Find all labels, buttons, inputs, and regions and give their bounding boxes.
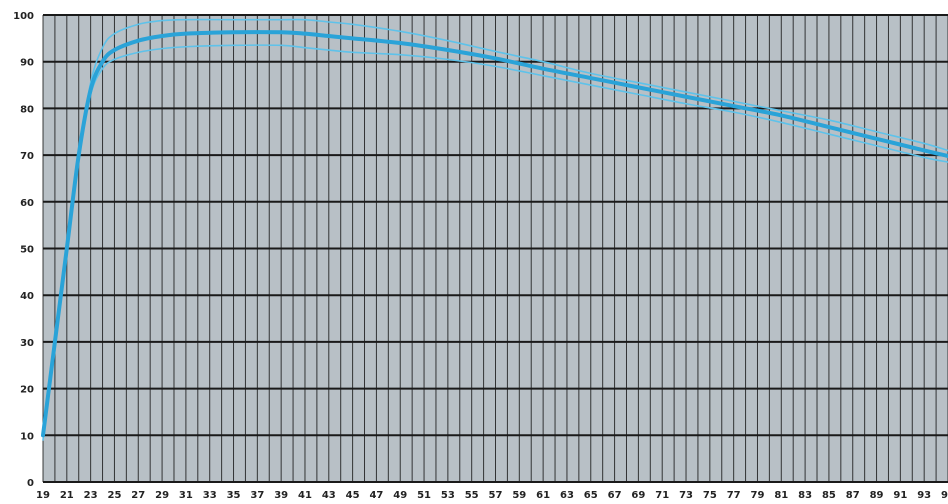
y-tick-label: 30: [20, 338, 34, 349]
x-tick-label: 45: [346, 490, 360, 501]
x-tick-label: 21: [60, 490, 74, 501]
y-tick-label: 10: [20, 431, 34, 442]
x-tick-label: 43: [322, 490, 336, 501]
x-tick-label: 39: [274, 490, 288, 501]
x-tick-label: 87: [846, 490, 860, 501]
x-tick-label: 91: [893, 490, 907, 501]
x-tick-label: 75: [703, 490, 717, 501]
x-tick-label: 47: [369, 490, 383, 501]
y-tick-label: 100: [13, 11, 34, 22]
x-tick-label: 61: [536, 490, 550, 501]
x-tick-label: 35: [227, 490, 241, 501]
x-tick-label: 53: [441, 490, 455, 501]
y-tick-label: 80: [20, 104, 34, 115]
y-tick-label: 50: [20, 245, 34, 256]
y-tick-label: 20: [20, 385, 34, 396]
x-tick-label: 77: [727, 490, 741, 501]
x-tick-label: 67: [608, 490, 622, 501]
x-tick-label: 83: [798, 490, 812, 501]
x-tick-label: 25: [107, 490, 121, 501]
x-tick-label: 57: [489, 490, 503, 501]
y-axis-tick-labels: 0 10 20 30 40 50 60 70 80 90 100: [13, 11, 34, 489]
x-tick-label: 27: [131, 490, 145, 501]
x-tick-label: 93: [917, 490, 931, 501]
x-tick-label: 23: [84, 490, 98, 501]
x-tick-label: 65: [584, 490, 598, 501]
y-tick-label: 90: [20, 58, 34, 69]
x-tick-label: 37: [250, 490, 264, 501]
x-tick-label: 81: [774, 490, 788, 501]
y-tick-label: 40: [20, 291, 34, 302]
x-tick-label: 31: [179, 490, 193, 501]
y-tick-label: 70: [20, 151, 34, 162]
x-tick-label: 49: [393, 490, 407, 501]
x-tick-label: 41: [298, 490, 312, 501]
x-tick-label: 69: [631, 490, 645, 501]
x-tick-label: 33: [203, 490, 217, 501]
x-tick-label: 79: [751, 490, 765, 501]
x-tick-label: 51: [417, 490, 431, 501]
x-tick-label: 29: [155, 490, 169, 501]
series-lines: [41, 18, 948, 441]
x-tick-label: 59: [512, 490, 526, 501]
x-tick-label: 55: [465, 490, 479, 501]
x-axis-tick-labels: 19 21 23 25 27 29 31 33 35 37 39 41 43 45 47 49 51 53 55 57…: [36, 490, 948, 501]
x-tick-label: 19: [36, 490, 50, 501]
horizontal-gridlines: [43, 14, 948, 483]
x-tick-label: 73: [679, 490, 693, 501]
y-tick-label: 0: [27, 478, 34, 489]
x-tick-label: 63: [560, 490, 574, 501]
x-tick-label: 89: [870, 490, 884, 501]
x-tick-label: 71: [655, 490, 669, 501]
y-tick-label: 60: [20, 198, 34, 209]
series-line-main: [41, 30, 948, 438]
x-tick-label: 85: [822, 490, 836, 501]
x-tick-label: 95: [941, 490, 948, 501]
